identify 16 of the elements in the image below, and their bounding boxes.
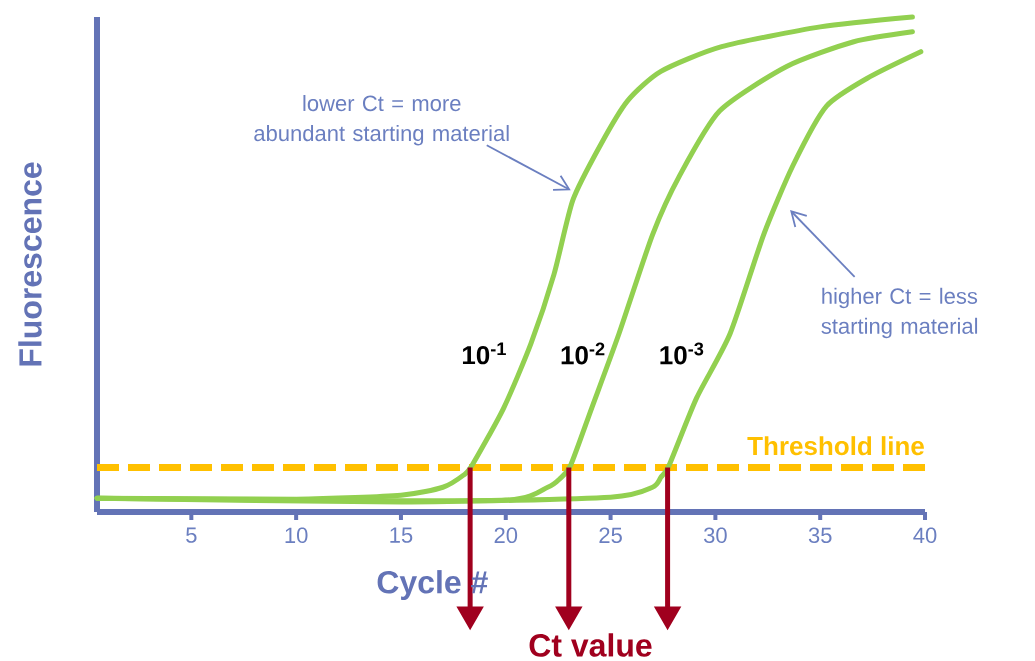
x-tick-label: 20 — [494, 527, 518, 544]
annotation: lower Ct = more abundant starting material — [254, 95, 509, 146]
series-label: 10$^{-3}$ — [660, 342, 704, 365]
x-tick-label: 5 — [186, 527, 197, 543]
y-axis-title: Fluorescence — [18, 162, 42, 366]
series-label: 10$^{-1}$ — [462, 342, 506, 365]
x-tick-label: 25 — [599, 527, 622, 544]
x-tick-label: 10 — [285, 527, 308, 544]
x-tick-label: 15 — [390, 527, 413, 543]
series-label: 10$^{-2}$ — [561, 342, 605, 365]
x-tick-label: 40 — [913, 527, 937, 544]
x-tick-label: 30 — [704, 527, 727, 544]
annotation: higher Ct = less starting material — [821, 287, 978, 339]
text: Ct value — [529, 633, 652, 657]
x-tick-label: 35 — [808, 527, 832, 544]
ref-line-label: Threshold line — [747, 436, 924, 456]
